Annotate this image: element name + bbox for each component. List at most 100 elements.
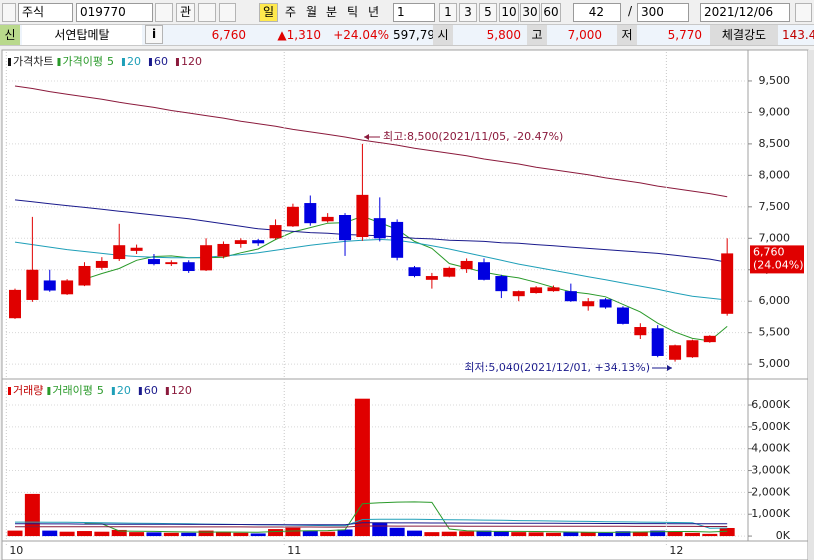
candle-body	[564, 291, 577, 302]
ma-line	[15, 522, 728, 526]
open: 5,800	[486, 28, 521, 42]
volume-bar	[545, 532, 561, 537]
candle-body	[669, 345, 682, 360]
volume-bar	[76, 531, 92, 537]
minute-button[interactable]: 5	[479, 3, 497, 22]
open-label: 시	[433, 25, 453, 45]
legend-label: 20	[127, 55, 141, 68]
candle-body	[269, 225, 282, 239]
candle-body	[530, 287, 543, 294]
ma-line	[14, 85, 728, 198]
code-input[interactable]: 019770	[76, 3, 153, 22]
market-select[interactable]: 주식	[18, 3, 73, 22]
x-tick-label: 10	[9, 544, 23, 557]
candle-body	[304, 203, 317, 224]
total: 300	[641, 5, 664, 19]
volume-bar	[441, 531, 457, 537]
volume-bar	[580, 532, 596, 537]
last-price-box	[750, 245, 804, 274]
info-button[interactable]: i	[145, 25, 163, 44]
menu-button[interactable]	[2, 3, 16, 22]
candle-body	[512, 291, 525, 297]
period-button[interactable]: 틱	[346, 5, 359, 19]
candle-body	[408, 267, 421, 277]
ma-line	[84, 501, 728, 533]
candle-body	[147, 259, 160, 265]
legend-label: 가격이평	[62, 55, 102, 68]
volume-bar	[424, 532, 440, 537]
watch-button[interactable]: 관	[176, 3, 195, 22]
minute-button[interactable]: 30	[520, 3, 540, 22]
volume-bar	[129, 532, 145, 537]
settings-button[interactable]	[795, 3, 812, 22]
period-button[interactable]: 일	[259, 3, 278, 22]
period-button[interactable]: 주	[284, 5, 297, 19]
candle-body	[9, 289, 21, 319]
minute-button[interactable]: 60	[541, 3, 561, 22]
y-tick-label: 8,000	[759, 168, 791, 181]
y-tick-label: 9,000	[759, 105, 791, 118]
legend-label: 20	[117, 384, 131, 397]
volume-bar	[302, 531, 318, 537]
minute-button[interactable]: 1	[439, 3, 457, 22]
annotation: 최고:8,500(2021/11/05, -20.47%)	[383, 130, 563, 143]
spin-button[interactable]	[219, 3, 236, 22]
legend-swatch	[165, 387, 169, 395]
candle-body	[634, 327, 647, 336]
candle-body	[339, 215, 352, 241]
volume-bar	[7, 530, 23, 537]
y-tick-label: 7,000	[759, 231, 791, 244]
volume-bar	[354, 398, 370, 537]
legend-swatch	[175, 58, 179, 66]
y-tick-label: 5,500	[759, 326, 791, 339]
candle-body	[721, 253, 734, 314]
volume: 597,797	[393, 28, 433, 42]
unit-select[interactable]: 1	[393, 3, 435, 22]
candle-body	[217, 243, 230, 257]
volume-bar	[337, 529, 353, 537]
volume-bar	[389, 527, 405, 537]
candle-body	[95, 260, 108, 268]
search-button[interactable]	[155, 3, 173, 22]
candle-body	[43, 280, 56, 291]
y-tick-label: 5,000	[759, 357, 791, 370]
volume-bar	[702, 533, 718, 537]
volume-bar	[24, 493, 40, 537]
total-input[interactable]: 300	[637, 3, 689, 22]
candle-body	[182, 262, 195, 272]
badge: 신	[0, 25, 20, 45]
low-label: 저	[617, 25, 637, 45]
candle-body	[130, 247, 143, 251]
count-input[interactable]: 42	[573, 3, 621, 22]
y-tick-label: 1,000K	[751, 507, 790, 520]
volume-bar	[650, 530, 666, 537]
date: 2021/12/06	[704, 5, 774, 19]
volume-bar	[181, 532, 197, 537]
stock-name: 서연탑메탈	[22, 25, 142, 45]
volume-bar	[146, 532, 162, 537]
candle-body	[26, 269, 39, 300]
volume-bar	[407, 530, 423, 537]
legend-swatch	[148, 58, 152, 66]
minute-button[interactable]: 3	[459, 3, 477, 22]
period-button[interactable]: 월	[305, 5, 318, 19]
minute-button[interactable]: 10	[499, 3, 519, 22]
y-tick-label: 0K	[776, 529, 791, 542]
period-button[interactable]: 분	[325, 5, 338, 19]
volume-bar	[320, 531, 336, 537]
legend-swatch	[111, 387, 115, 395]
candle-body	[443, 267, 456, 277]
separator: /	[627, 4, 633, 18]
volume-bar	[459, 531, 475, 537]
period-button[interactable]: 년	[367, 5, 380, 19]
y-tick-label: 5,000K	[751, 420, 790, 433]
x-tick-label: 12	[669, 544, 683, 557]
link-button[interactable]	[198, 3, 216, 22]
volume-bar	[163, 532, 179, 537]
date-select[interactable]: 2021/12/06	[700, 3, 790, 22]
ma-line	[15, 525, 728, 528]
candle-body	[252, 240, 265, 244]
y-tick-label: 6,000	[759, 294, 791, 307]
candle-body	[356, 194, 369, 238]
volume-bar	[268, 529, 284, 537]
